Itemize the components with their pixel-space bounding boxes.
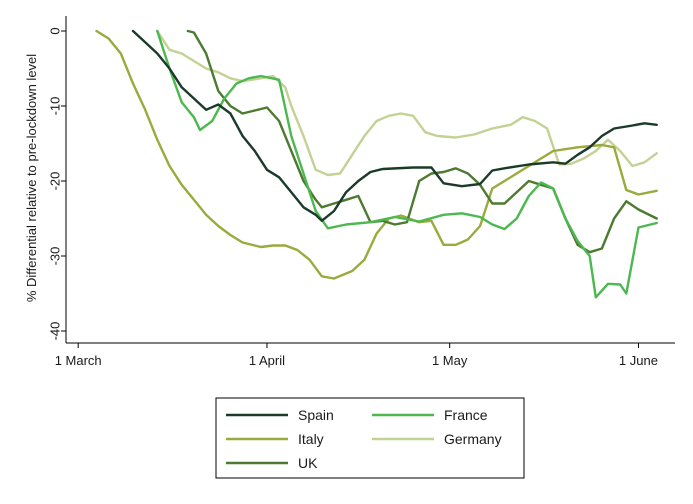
series-line-italy <box>95 29 658 280</box>
y-tick-label: -20 <box>48 172 63 191</box>
series-line-germany <box>156 29 658 177</box>
y-tick-label: 0 <box>48 27 63 34</box>
x-tick-label: 1 June <box>619 353 658 368</box>
legend-label-spain: Spain <box>298 407 334 423</box>
plot-area <box>65 16 675 344</box>
y-axis-ticks: 0 -10 -20 -30 -40 <box>48 27 66 341</box>
legend-label-uk: UK <box>298 455 318 471</box>
x-tick-label: 1 May <box>432 353 468 368</box>
legend-label-germany: Germany <box>444 431 502 447</box>
legend-label-italy: Italy <box>298 431 324 447</box>
y-axis-title: % Differential relative to pre-lockdown … <box>24 54 39 302</box>
y-tick-label: -10 <box>48 97 63 116</box>
x-tick-label: 1 April <box>249 353 285 368</box>
legend-label-france: France <box>444 407 488 423</box>
x-axis-ticks: 1 March 1 April 1 May 1 June <box>55 343 658 368</box>
series-line-france <box>156 29 658 299</box>
y-tick-label: -40 <box>48 322 63 341</box>
legend: Spain France Italy Germany UK <box>215 397 525 479</box>
x-tick-label: 1 March <box>55 353 102 368</box>
series-layer <box>95 29 658 299</box>
y-tick-label: -30 <box>48 247 63 266</box>
series-line-uk <box>186 29 658 254</box>
series-line-spain <box>131 29 658 222</box>
